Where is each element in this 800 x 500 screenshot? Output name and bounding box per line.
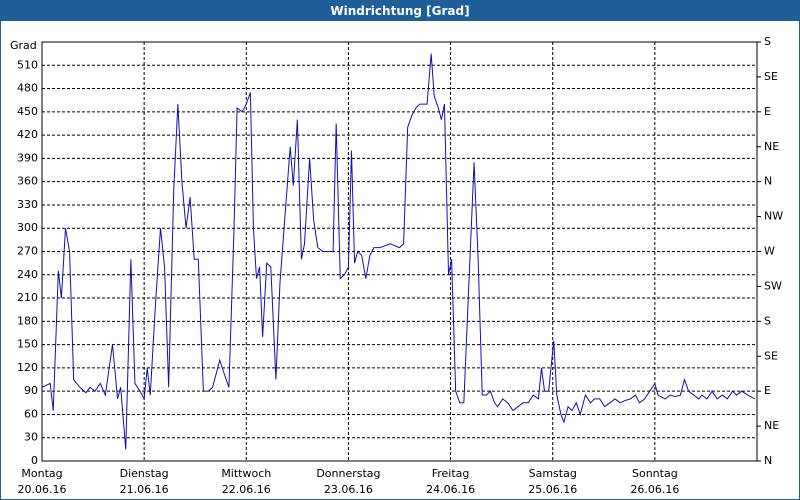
y2-tick-label: S	[764, 35, 771, 48]
y2-tick-label: E	[764, 105, 771, 118]
y-tick-label: 150	[17, 338, 38, 351]
x-tick-label: 20.06.16	[18, 483, 67, 496]
x-tick-label: Montag	[21, 467, 62, 480]
x-tick-label: 24.06.16	[426, 483, 475, 496]
x-tick-label: Freitag	[432, 467, 470, 480]
y-tick-label: 480	[17, 82, 38, 95]
y-tick-label: 90	[24, 384, 38, 397]
y-tick-label: 60	[24, 407, 38, 420]
x-tick-label: 23.06.16	[324, 483, 373, 496]
y2-tick-label: SE	[764, 349, 778, 362]
y2-tick-label: N	[764, 454, 772, 467]
y-tick-label: 360	[17, 175, 38, 188]
y2-tick-label: NW	[764, 210, 783, 223]
y2-tick-label: NE	[764, 140, 779, 153]
y2-tick-label: SW	[764, 279, 782, 292]
y-tick-label: 240	[17, 268, 38, 281]
y-tick-label: 300	[17, 221, 38, 234]
x-tick-label: Dienstag	[120, 467, 169, 480]
y-tick-label: 30	[24, 431, 38, 444]
x-tick-label: 22.06.16	[222, 483, 271, 496]
y2-tick-label: NE	[764, 419, 779, 432]
y2-tick-label: S	[764, 314, 771, 327]
y-tick-label: 330	[17, 198, 38, 211]
x-tick-label: Samstag	[529, 467, 577, 480]
y2-tick-label: E	[764, 384, 771, 397]
y2-tick-label: W	[764, 245, 775, 258]
y-tick-label: 420	[17, 128, 38, 141]
x-tick-label: Mittwoch	[221, 467, 271, 480]
x-tick-label: 26.06.16	[630, 483, 679, 496]
y-tick-label: 210	[17, 291, 38, 304]
plot-frame	[41, 41, 758, 462]
y-tick-label: 0	[31, 454, 38, 467]
y-tick-label: 390	[17, 151, 38, 164]
y-tick-label: 120	[17, 361, 38, 374]
y-tick-label: 270	[17, 245, 38, 258]
x-tick-label: 21.06.16	[120, 483, 169, 496]
y2-tick-label: N	[764, 175, 772, 188]
y-tick-label: 180	[17, 314, 38, 327]
y-axis-label: Grad	[10, 39, 37, 52]
x-tick-label: 25.06.16	[528, 483, 577, 496]
y-tick-label: 450	[17, 105, 38, 118]
y2-tick-label: SE	[764, 70, 778, 83]
x-tick-label: Sonntag	[632, 467, 678, 480]
title-bar: Windrichtung [Grad]	[1, 1, 799, 21]
x-tick-label: Donnerstag	[316, 467, 380, 480]
y-tick-label: 510	[17, 58, 38, 71]
data-line	[41, 53, 756, 450]
